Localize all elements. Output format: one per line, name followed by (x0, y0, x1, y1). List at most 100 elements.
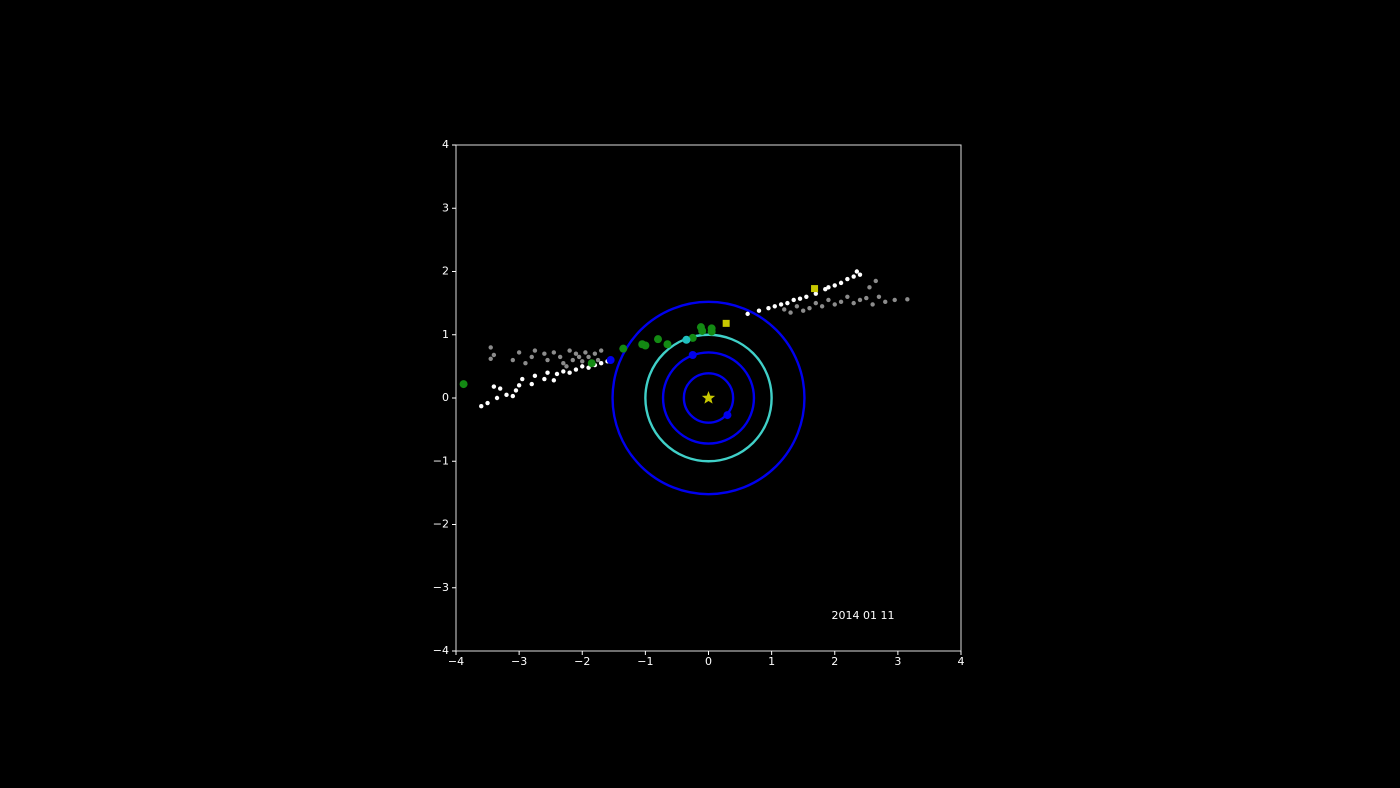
y-tick-label: −1 (433, 454, 449, 467)
x-tick-label: 3 (894, 655, 901, 668)
marker (698, 326, 707, 335)
marker (682, 335, 691, 344)
point (782, 307, 787, 312)
point (800, 308, 806, 313)
point (826, 285, 831, 290)
point (823, 287, 828, 292)
point (756, 308, 762, 313)
point (892, 297, 897, 303)
point (778, 302, 784, 307)
y-tick-label: 1 (442, 328, 449, 341)
plot-area (459, 269, 910, 496)
point (873, 278, 878, 284)
y-tick-label: −3 (433, 581, 449, 594)
point (583, 350, 588, 355)
point (532, 373, 538, 379)
point (488, 356, 493, 361)
point (791, 297, 796, 303)
star-marker (701, 391, 716, 404)
point (864, 295, 869, 301)
orbit (682, 372, 735, 424)
y-tick-label: 4 (442, 138, 449, 151)
x-tick-label: 4 (958, 655, 965, 668)
point (857, 297, 863, 303)
point (592, 351, 598, 356)
point (497, 386, 503, 391)
point (488, 345, 493, 350)
marker (606, 356, 615, 365)
point (516, 350, 522, 355)
orbit (611, 300, 806, 496)
point (832, 283, 837, 288)
point (870, 302, 875, 307)
marker (688, 333, 697, 342)
point (510, 357, 516, 363)
point (557, 354, 563, 360)
point (851, 274, 856, 279)
point (883, 299, 888, 305)
x-tick-label: −1 (637, 655, 653, 668)
point (580, 359, 585, 364)
point (785, 300, 790, 306)
point (595, 357, 601, 363)
point (542, 376, 547, 382)
x-tick-label: 2 (831, 655, 838, 668)
point (772, 304, 777, 309)
point (494, 395, 500, 401)
point (545, 357, 550, 363)
point (807, 305, 812, 311)
point (567, 370, 572, 375)
orbit (644, 333, 773, 463)
y-tick-label: 2 (442, 265, 449, 278)
x-tick-label: −2 (574, 655, 590, 668)
y-tick-label: 3 (442, 201, 449, 214)
marker (459, 380, 468, 389)
orbit (661, 351, 756, 445)
point (516, 383, 522, 388)
point (570, 357, 575, 363)
point (876, 294, 882, 299)
point (529, 354, 534, 360)
point (794, 304, 800, 309)
point (523, 361, 528, 366)
point (576, 354, 582, 360)
x-tick-label: −3 (511, 655, 527, 668)
point (551, 350, 557, 355)
point (564, 364, 569, 369)
marker (641, 341, 650, 350)
x-tick-label: −4 (448, 655, 464, 668)
y-tick-label: −2 (433, 518, 449, 531)
date-annotation: 2014 01 11 (832, 609, 895, 622)
point (857, 272, 863, 277)
point (819, 304, 825, 309)
point (598, 348, 604, 353)
point (479, 404, 484, 409)
point (580, 364, 585, 369)
point (545, 370, 550, 375)
point (832, 302, 837, 307)
point (491, 384, 497, 389)
point (485, 400, 490, 406)
point (520, 376, 525, 382)
point (797, 296, 803, 301)
point (838, 299, 844, 305)
point (854, 269, 860, 274)
point (905, 297, 910, 302)
point (586, 354, 591, 360)
point (826, 297, 831, 303)
point (567, 348, 572, 353)
point (845, 294, 850, 299)
y-tick-label: −4 (433, 644, 449, 657)
point (513, 388, 519, 393)
marker (654, 335, 662, 344)
point (510, 393, 516, 399)
point (813, 300, 819, 306)
marker (587, 359, 596, 368)
point (551, 378, 557, 383)
marker (707, 327, 716, 336)
point (867, 285, 872, 290)
square-marker (811, 285, 819, 293)
